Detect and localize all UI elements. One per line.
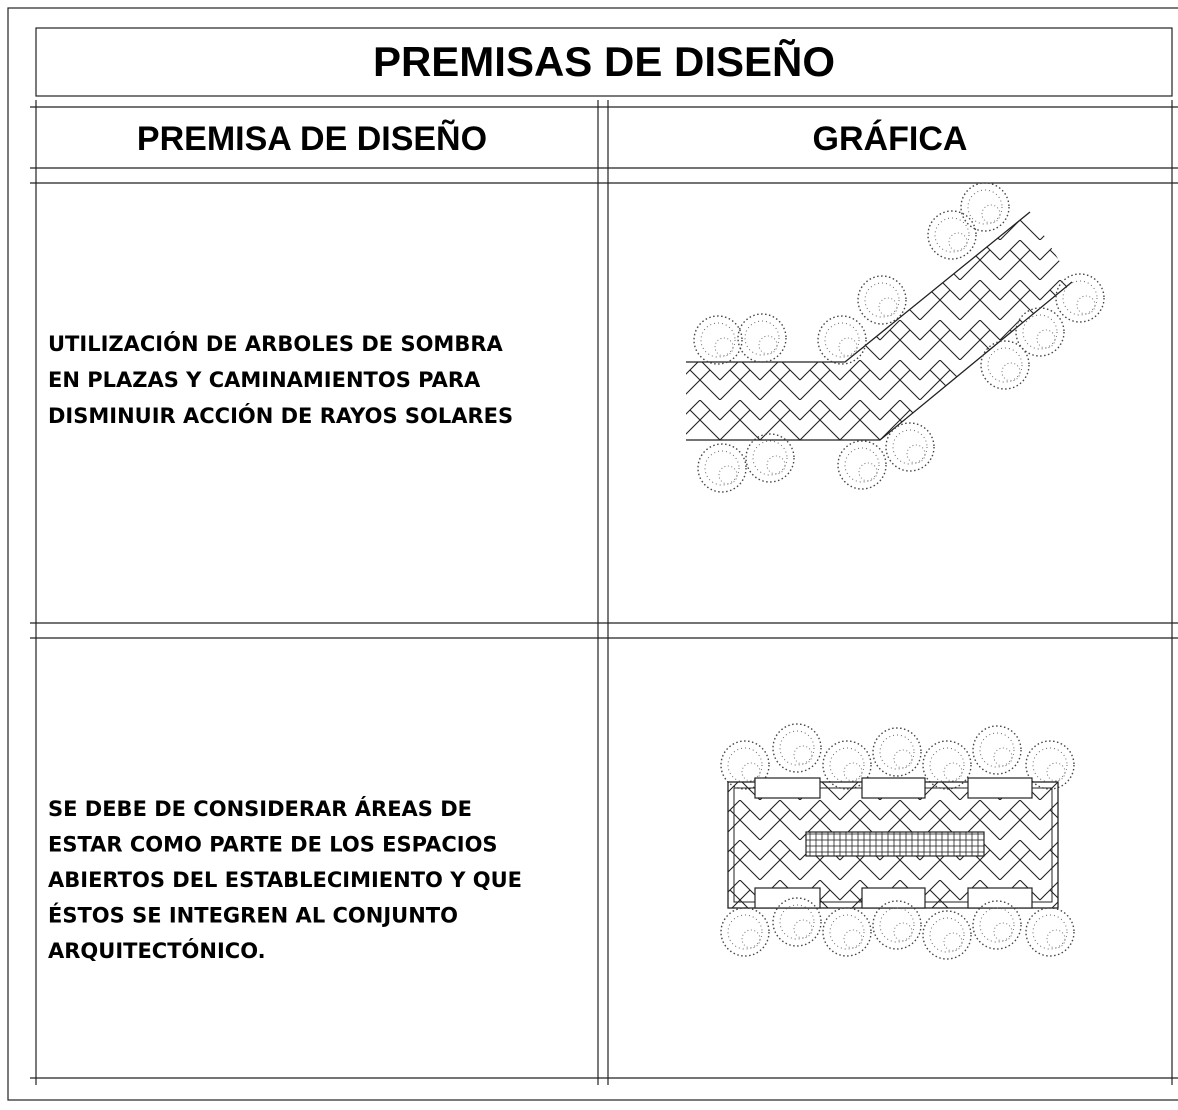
premise-text: ABIERTOS DEL ESTABLECIMIENTO Y QUE [48,868,522,892]
premise-text: ÉSTOS SE INTEGREN AL CONJUNTO [48,903,458,928]
frame [7,7,1178,1101]
premise-text: ARQUITECTÓNICO. [48,938,266,963]
graphic-plaza [720,723,1075,960]
title: PREMISAS DE DISEÑO [373,38,835,85]
column-header: PREMISA DE DISEÑO [137,120,487,158]
premise-text: UTILIZACIÓN DE ARBOLES DE SOMBRA [48,331,503,356]
premise-text: SE DEBE DE CONSIDERAR ÁREAS DE [48,796,472,821]
row-texts: UTILIZACIÓN DE ARBOLES DE SOMBRA EN PLAZA… [48,331,522,963]
graphic-paths [686,182,1105,493]
premise-text: EN PLAZAS Y CAMINAMIENTOS PARA [48,368,481,392]
premise-text: ESTAR COMO PARTE DE LOS ESPACIOS [48,833,498,857]
column-header: GRÁFICA [813,120,968,158]
premise-text: DISMINUIR ACCIÓN DE RAYOS SOLARES [48,403,513,428]
